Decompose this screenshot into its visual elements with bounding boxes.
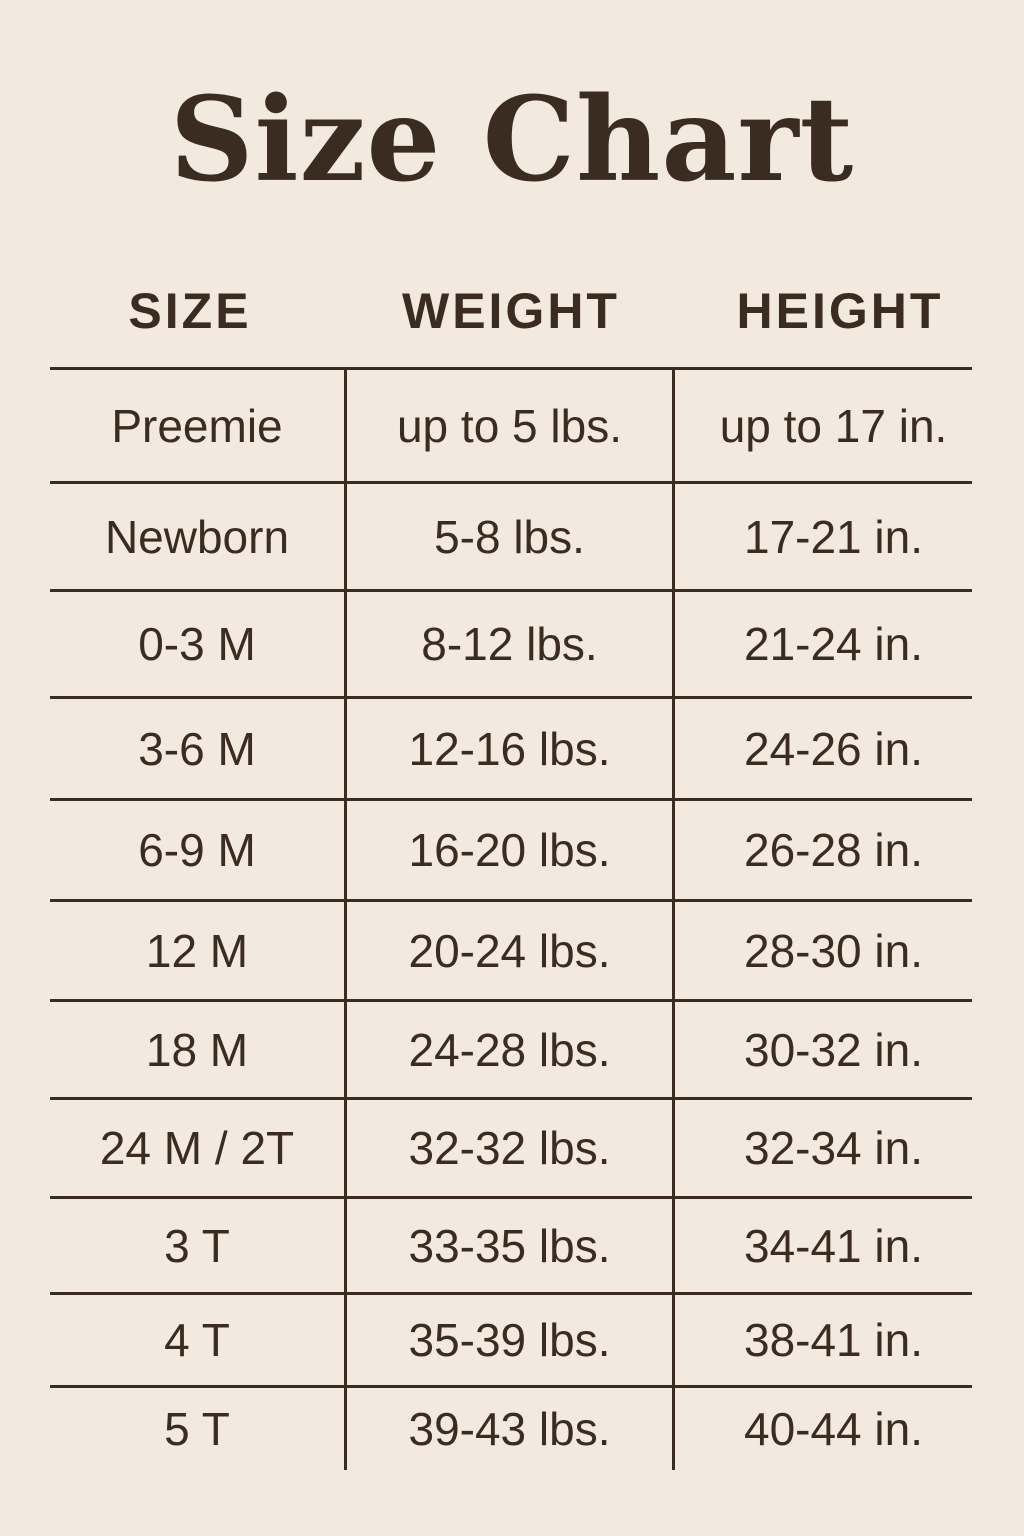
table-row: 3-6 M 12-16 lbs. 24-26 in. [50, 696, 972, 798]
cell-height: up to 17 in. [719, 399, 948, 452]
cell-height: 26-28 in. [743, 824, 923, 876]
column-header-weight: WEIGHT [402, 283, 620, 339]
cell-size: 6-9 M [50, 801, 347, 899]
table-row: 24 M / 2T 32-32 lbs. 32-34 in. [50, 1097, 972, 1196]
cell-height: 40-44 in. [743, 1403, 923, 1455]
cell-size: 12 M [50, 902, 347, 999]
cell-height: 30-32 in. [743, 1023, 923, 1076]
size-table: Preemie up to 5 lbs. up to 17 in. Newborn 5-… [50, 367, 972, 1470]
cell-size: 18 M [50, 1002, 347, 1097]
cell-height: 24-26 in. [743, 722, 923, 775]
table-row: 18 M 24-28 lbs. 30-32 in. [50, 999, 972, 1097]
table-row: 3 T 33-35 lbs. 34-41 in. [50, 1196, 972, 1292]
cell-weight: 5-8 lbs. [347, 484, 675, 589]
cell-height: 34-41 in. [743, 1219, 923, 1272]
column-header-height: HEIGHT [736, 283, 944, 339]
cell-height: 32-34 in. [743, 1122, 923, 1174]
cell-weight: 8-12 lbs. [347, 592, 675, 696]
cell-size: 3 T [50, 1199, 347, 1292]
cell-size: 3-6 M [50, 699, 347, 798]
column-header-size: SIZE [128, 283, 252, 339]
cell-weight: 24-28 lbs. [347, 1002, 675, 1097]
cell-weight: 33-35 lbs. [347, 1199, 675, 1292]
table-row: 5 T 39-43 lbs. 40-44 in. [50, 1385, 972, 1470]
table-row: Newborn 5-8 lbs. 17-21 in. [50, 481, 972, 589]
cell-weight: 35-39 lbs. [347, 1295, 675, 1385]
table-row: 12 M 20-24 lbs. 28-30 in. [50, 899, 972, 999]
cell-weight: 32-32 lbs. [347, 1100, 675, 1196]
page-title: Size Chart [169, 72, 855, 208]
cell-weight: 20-24 lbs. [347, 902, 675, 999]
table-row: Preemie up to 5 lbs. up to 17 in. [50, 367, 972, 481]
cell-weight: 39-43 lbs. [347, 1388, 675, 1470]
cell-size: Newborn [50, 484, 347, 589]
cell-height: 21-24 in. [743, 618, 923, 670]
cell-size: 5 T [50, 1388, 347, 1470]
table-row: 4 T 35-39 lbs. 38-41 in. [50, 1292, 972, 1385]
table-row: 0-3 M 8-12 lbs. 21-24 in. [50, 589, 972, 696]
cell-height: 28-30 in. [743, 924, 923, 977]
cell-size: 4 T [50, 1295, 347, 1385]
cell-weight: 16-20 lbs. [347, 801, 675, 899]
cell-size: 24 M / 2T [50, 1100, 347, 1196]
cell-size: 0-3 M [50, 592, 347, 696]
cell-height: 38-41 in. [743, 1314, 923, 1366]
table-row: 6-9 M 16-20 lbs. 26-28 in. [50, 798, 972, 899]
cell-height: 17-21 in. [743, 510, 923, 563]
cell-weight: 12-16 lbs. [347, 699, 675, 798]
cell-weight: up to 5 lbs. [347, 370, 675, 481]
cell-size: Preemie [50, 370, 347, 481]
